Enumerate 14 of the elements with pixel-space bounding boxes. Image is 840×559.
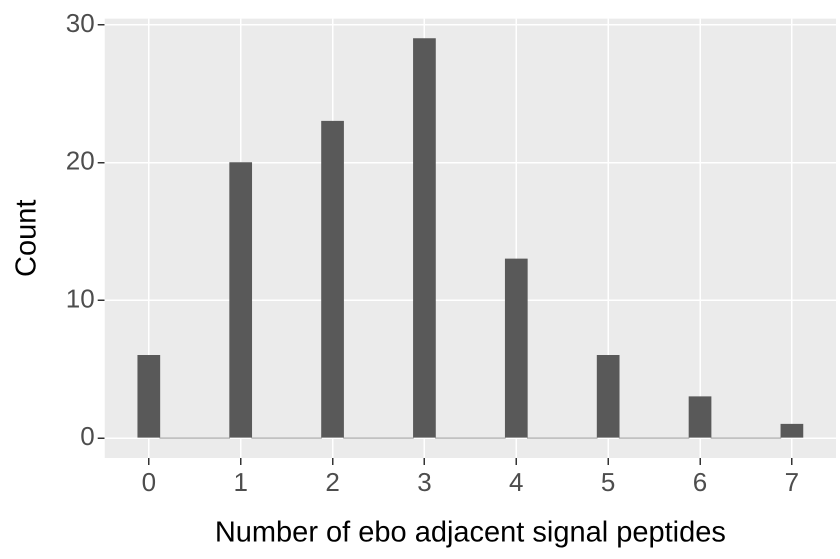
y-tick-label: 30	[66, 8, 95, 38]
x-tick-label: 4	[509, 466, 524, 497]
y-tick-label: 20	[66, 146, 95, 176]
x-tick-label: 7	[784, 466, 800, 497]
x-tick-label: 5	[600, 466, 616, 497]
x-tick-label: 2	[325, 466, 340, 497]
x-tick-label: 3	[417, 466, 432, 497]
y-axis-title: Count	[10, 200, 42, 277]
y-tick-label: 0	[80, 421, 95, 452]
x-tick-label: 0	[142, 466, 156, 497]
x-tick-label: 6	[692, 466, 708, 497]
x-axis-title: Number of ebo adjacent signal peptides	[214, 516, 726, 549]
x-tick-label: 1	[233, 466, 248, 497]
y-tick-label: 10	[66, 283, 95, 314]
